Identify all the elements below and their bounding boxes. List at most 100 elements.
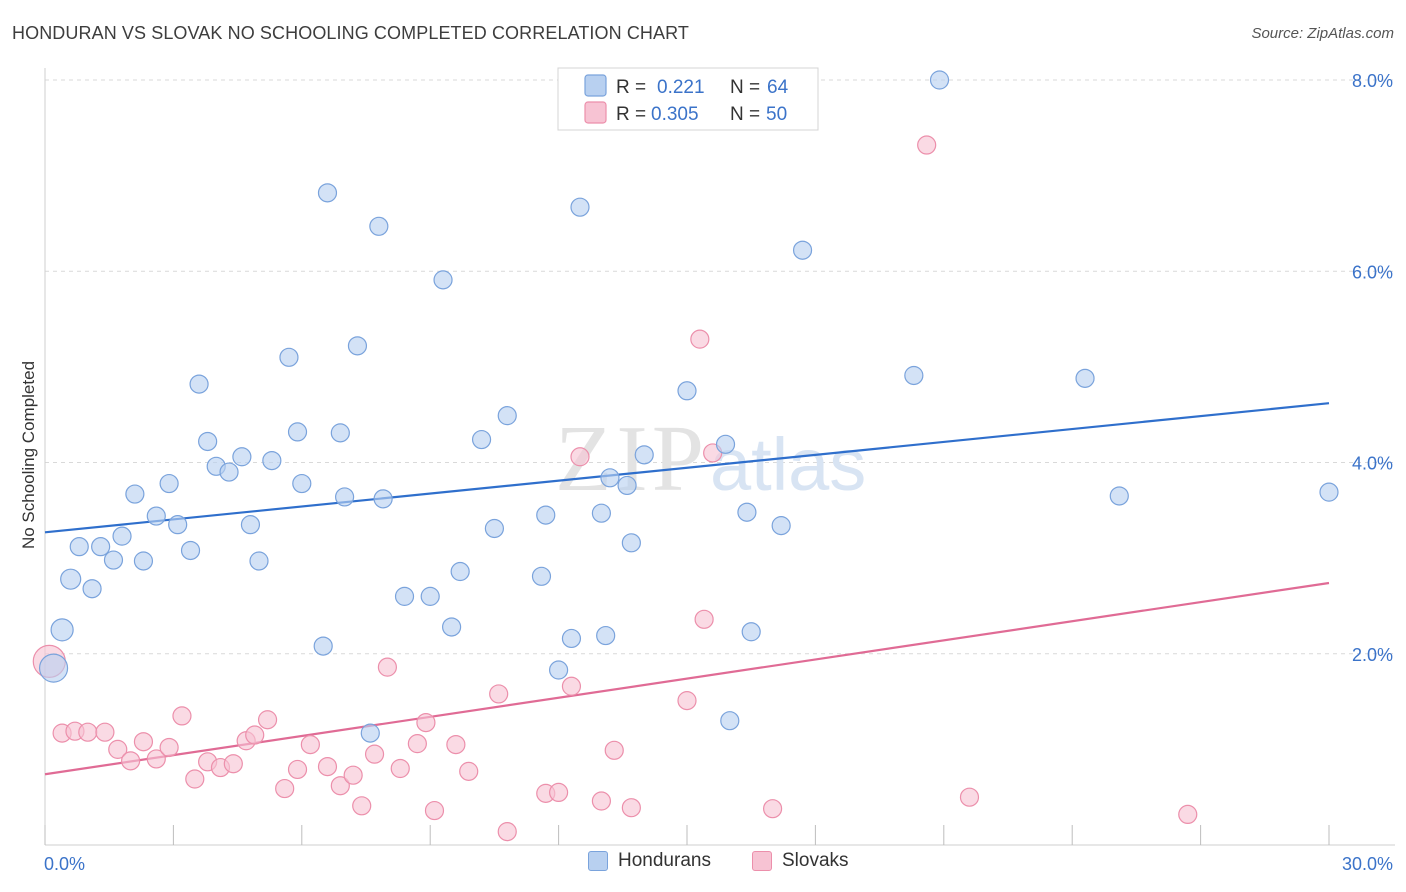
honduran-point xyxy=(497,406,517,426)
honduran-point xyxy=(159,473,179,494)
source-credit: Source: ZipAtlas.com xyxy=(1251,25,1394,42)
slovak-point xyxy=(172,706,192,726)
honduran-point xyxy=(1319,482,1339,502)
honduran-point xyxy=(60,568,82,590)
slovak-point xyxy=(343,765,363,785)
honduran-point xyxy=(91,537,111,557)
honduran-point xyxy=(677,381,697,401)
axes xyxy=(44,68,1395,846)
legend-n-label: N = xyxy=(730,77,760,98)
honduran-point xyxy=(38,653,69,683)
honduran-point xyxy=(442,617,462,637)
honduran-point xyxy=(433,270,453,290)
honduran-point xyxy=(904,365,924,386)
slovak-point xyxy=(591,791,612,811)
legend-label-hondurans: Hondurans xyxy=(618,850,711,871)
slovak-point xyxy=(1178,804,1198,825)
slovak-point xyxy=(257,710,278,730)
honduran-point xyxy=(125,484,145,504)
slovak-point xyxy=(390,758,410,779)
slovak-point xyxy=(621,798,641,818)
slovak-point xyxy=(570,447,590,467)
tick-labels: 2.0% 4.0% 6.0% 8.0% 0.0% 30.0% xyxy=(44,71,1393,874)
honduran-point xyxy=(232,447,252,467)
honduran-point xyxy=(240,515,261,535)
legend-swatch-slovaks xyxy=(752,851,772,871)
legend-r-value: 0.221 xyxy=(657,77,705,98)
honduran-point xyxy=(471,429,492,450)
slovak-point xyxy=(489,684,509,704)
y-tick-label: 2.0% xyxy=(1352,645,1393,665)
honduran-point xyxy=(617,475,637,496)
honduran-point xyxy=(180,540,201,561)
honduran-point xyxy=(360,723,380,743)
honduran-point xyxy=(168,515,188,535)
honduran-point xyxy=(548,660,569,680)
legend-n-value: 64 xyxy=(767,77,789,98)
y-tick-label: 8.0% xyxy=(1352,71,1393,91)
legend-r-label: R = xyxy=(616,77,646,98)
watermark-atlas: atlas xyxy=(710,423,866,506)
slovak-point xyxy=(497,822,517,842)
honduran-point xyxy=(330,423,350,443)
legend-n-label: N = xyxy=(730,104,760,125)
honduran-point xyxy=(1075,368,1095,388)
slovak-trend-line xyxy=(44,581,1330,776)
honduran-point xyxy=(570,197,590,217)
honduran-point xyxy=(596,625,616,646)
slovak-point xyxy=(604,740,624,760)
slovak-point xyxy=(133,732,154,752)
slovak-point xyxy=(917,135,937,155)
honduran-point xyxy=(484,518,504,539)
slovak-point xyxy=(95,722,115,742)
honduran-point xyxy=(262,450,282,471)
legend-label-slovaks: Slovaks xyxy=(782,850,849,871)
honduran-point xyxy=(103,550,124,570)
honduran-point xyxy=(737,502,757,522)
honduran-point xyxy=(771,516,791,536)
honduran-point xyxy=(198,431,218,452)
honduran-point xyxy=(189,374,209,394)
honduran-point xyxy=(536,505,556,525)
honduran-point xyxy=(621,533,641,553)
honduran-point xyxy=(929,70,950,90)
slovak-point xyxy=(407,734,427,754)
data-points xyxy=(32,70,1339,842)
gridlines xyxy=(45,79,1395,655)
honduran-point xyxy=(313,636,333,656)
y-tick-label: 6.0% xyxy=(1352,262,1393,282)
slovak-point xyxy=(364,744,385,764)
honduran-point xyxy=(279,347,299,367)
slovak-point xyxy=(416,712,436,733)
slovak-point xyxy=(690,329,710,349)
legend-r-value: 0.305 xyxy=(651,104,699,125)
honduran-point xyxy=(287,422,308,442)
slovak-point xyxy=(223,754,243,774)
y-tick-label: 4.0% xyxy=(1352,454,1393,474)
slovak-point xyxy=(762,799,783,819)
y-axis-label: No Schooling Completed xyxy=(19,361,38,549)
honduran-point xyxy=(69,537,89,557)
honduran-point xyxy=(292,473,312,494)
top-legend: R = 0.221 N = 64 R = 0.305 N = 50 xyxy=(557,67,819,131)
slovak-point xyxy=(959,787,980,807)
slovak-point xyxy=(287,759,308,780)
honduran-trend-line xyxy=(44,402,1330,534)
honduran-point xyxy=(112,526,132,546)
honduran-point xyxy=(50,618,74,642)
slovak-point xyxy=(108,739,128,759)
x-tick-label: 30.0% xyxy=(1342,854,1393,874)
slovak-point xyxy=(275,778,295,799)
honduran-point xyxy=(741,622,761,642)
honduran-point xyxy=(219,462,239,482)
honduran-point xyxy=(249,551,269,571)
slovak-point xyxy=(317,756,338,777)
legend-r-label: R = xyxy=(616,104,646,125)
slovak-point xyxy=(424,800,445,821)
chart-title: HONDURAN VS SLOVAK NO SCHOOLING COMPLETE… xyxy=(12,23,690,43)
honduran-point xyxy=(369,216,389,236)
slovak-point xyxy=(121,751,141,771)
slovak-point xyxy=(548,782,569,803)
bottom-legend: Hondurans Slovaks xyxy=(0,850,1406,878)
